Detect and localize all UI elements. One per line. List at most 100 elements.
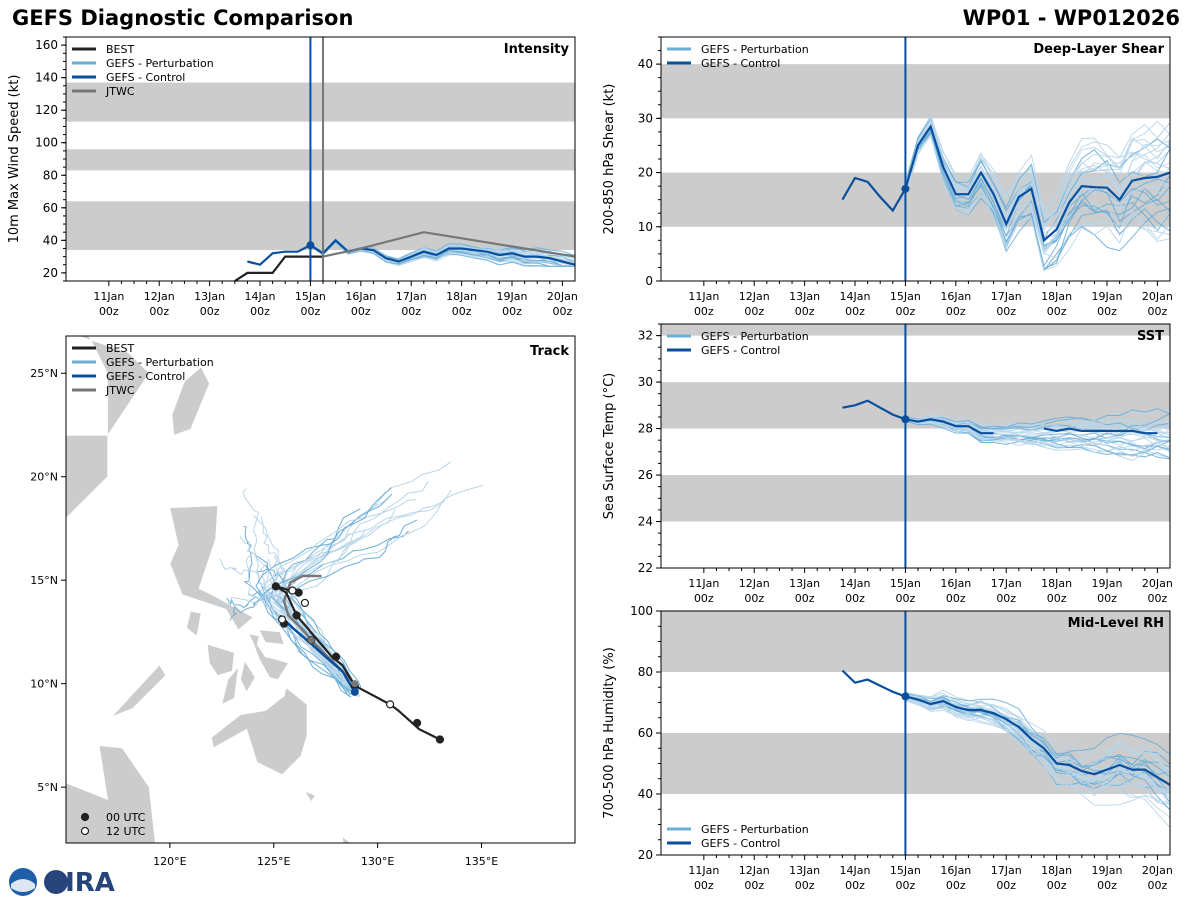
rh-perturbation-line	[905, 696, 1170, 799]
track-point-legend-marker	[80, 826, 90, 836]
rh-title: Mid-Level RH	[1068, 616, 1164, 631]
track-lon-label: 125°E	[257, 855, 290, 868]
rh-ylabel: 700-500 hPa Humidity (%)	[602, 647, 617, 819]
rh-init-point	[901, 692, 910, 701]
intensity-xtick-label: 00z	[99, 305, 119, 318]
shear-xtick-label: 00z	[1097, 305, 1117, 318]
rh-xtick-label: 13Jan	[789, 864, 820, 877]
sst-ytick-label: 28	[638, 422, 653, 436]
shear-panel: 0 10 20 30 40 11Jan 00z 12Jan 00z 13Jan 00z 14Jan 00…	[602, 36, 1173, 318]
shear-ytick-label: 30	[638, 111, 653, 125]
sst-xtick-label: 00z	[896, 592, 916, 605]
shear-xtick-label: 00z	[946, 305, 966, 318]
jtwc-track-point	[307, 636, 315, 644]
perturbation-track	[255, 493, 393, 692]
shear-init-point	[901, 184, 910, 193]
shear-ylabel: 200-850 hPa Shear (kt)	[602, 84, 617, 235]
shear-perturbation-line	[904, 135, 1170, 271]
sst-xtick-label: 00z	[845, 592, 865, 605]
perturbation-track	[266, 500, 445, 692]
sst-frame	[660, 323, 1171, 569]
intensity-title: Intensity	[504, 42, 570, 57]
rh-plot-area	[661, 611, 1170, 828]
shear-ytick-label: 10	[638, 220, 653, 234]
rh-ytick-label: 60	[638, 726, 653, 740]
intensity-legend-label: GEFS - Perturbation	[106, 57, 214, 70]
shear-plot-area	[661, 64, 1170, 272]
rh-xtick-label: 00z	[1097, 879, 1117, 892]
control-track-point	[350, 687, 359, 696]
rh-xtick-label: 00z	[845, 879, 865, 892]
intensity-ytick-label: 80	[43, 168, 58, 182]
intensity-xtick-label: 11Jan	[93, 290, 124, 303]
perturbation-track	[239, 535, 359, 689]
sst-xtick-label: 00z	[694, 592, 714, 605]
shear-xtick-label: 18Jan	[1041, 290, 1072, 303]
sst-perturbation-line	[905, 421, 1170, 453]
shear-xtick-label: 00z	[1148, 305, 1168, 318]
track-lat-label: 20°N	[30, 471, 58, 484]
sst-band-2	[661, 324, 1170, 336]
rh-ytick-label: 80	[638, 665, 653, 679]
shear-xtick-label: 00z	[1047, 305, 1067, 318]
intensity-xtick-label: 00z	[553, 305, 573, 318]
land-mass	[169, 505, 254, 631]
perturbation-track	[243, 525, 352, 696]
shear-perturbation-line	[904, 118, 1170, 224]
track-lon-label: 120°E	[153, 855, 186, 868]
track-legend-label: JTWC	[105, 384, 135, 397]
track-lon-label: 130°E	[361, 855, 394, 868]
logo-text: CIRA	[46, 868, 115, 898]
intensity-ytick-label: 140	[35, 71, 58, 85]
sst-band-0	[661, 475, 1170, 522]
land-mass	[171, 366, 210, 436]
sst-legend-label: GEFS - Control	[701, 344, 780, 357]
shear-xtick-label: 00z	[845, 305, 865, 318]
intensity-series-gefs-control	[247, 238, 575, 266]
rh-xtick-label: 00z	[744, 879, 764, 892]
intensity-xtick-label: 17Jan	[396, 290, 427, 303]
intensity-panel: 20 40 60 80 100 120 140 160 11Jan 00z 12Jan 00z 13Ja…	[7, 36, 578, 318]
rh-perturbation-line	[905, 697, 1170, 796]
perturbation-track	[261, 558, 355, 693]
best-track-point	[277, 615, 287, 624]
track-legend-label: GEFS - Control	[106, 370, 185, 383]
land-mass	[211, 687, 308, 776]
best-track-point	[435, 735, 445, 744]
perturbation-track	[262, 498, 416, 688]
intensity-xtick-label: 13Jan	[194, 290, 225, 303]
sst-init-point	[901, 415, 910, 424]
land-mass	[341, 836, 352, 843]
shear-legend-label: GEFS - Perturbation	[701, 43, 809, 56]
sst-xtick-label: 13Jan	[789, 577, 820, 590]
perturbation-track	[256, 555, 353, 694]
shear-xtick-label: 00z	[896, 305, 916, 318]
rh-band-1	[661, 611, 1170, 672]
rh-xtick-label: 00z	[896, 879, 916, 892]
sst-ytick-label: 22	[638, 561, 653, 575]
rh-xtick-label: 00z	[1047, 879, 1067, 892]
intensity-xtick-label: 00z	[301, 305, 321, 318]
intensity-plot-area	[66, 82, 575, 281]
track-legend-label: GEFS - Perturbation	[106, 356, 214, 369]
intensity-ytick-label: 100	[35, 136, 58, 150]
intensity-xtick-label: 00z	[250, 305, 270, 318]
shear-xtick-label: 00z	[795, 305, 815, 318]
shear-xtick-label: 00z	[744, 305, 764, 318]
sst-ytick-label: 26	[638, 468, 653, 482]
intensity-init-point	[306, 241, 315, 250]
sst-series-gefs-control-later-	[1043, 427, 1158, 435]
sst-plot-area	[661, 324, 1170, 522]
rh-legend-label: GEFS - Control	[701, 837, 780, 850]
shear-xtick-label: 11Jan	[688, 290, 719, 303]
sst-xtick-label: 20Jan	[1142, 577, 1173, 590]
rh-perturbation-line	[905, 694, 1170, 777]
intensity-xtick-label: 20Jan	[547, 290, 578, 303]
intensity-band-1	[66, 149, 575, 171]
intensity-legend-label: JTWC	[105, 85, 135, 98]
land-mass	[240, 660, 256, 693]
sst-xtick-label: 17Jan	[991, 577, 1022, 590]
rh-ytick-label: 100	[630, 604, 653, 618]
intensity-perturbation-line	[310, 241, 575, 267]
